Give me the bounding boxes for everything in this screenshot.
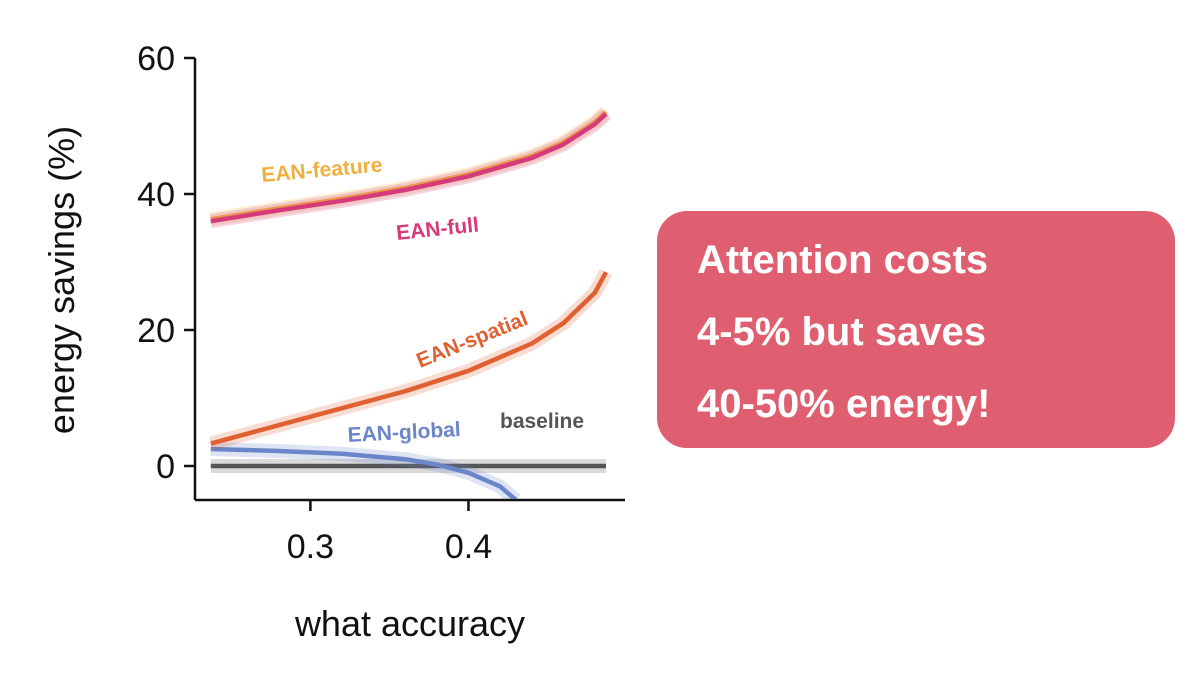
series-label: EAN-global bbox=[347, 418, 461, 447]
y-tick-label: 20 bbox=[137, 312, 175, 350]
plot: what accuracy energy savings (%) bbox=[41, 58, 625, 644]
callout-line: Attention costs bbox=[697, 238, 988, 282]
series-line bbox=[210, 271, 608, 446]
series-label: EAN-full bbox=[395, 213, 480, 245]
y-tick-label: 60 bbox=[137, 40, 175, 78]
callout-line: 4-5% but saves bbox=[697, 310, 986, 354]
callout-box bbox=[657, 211, 1175, 448]
series-line bbox=[210, 446, 518, 499]
x-tick-label: 0.3 bbox=[287, 528, 334, 566]
callout-line: 40-50% energy! bbox=[697, 382, 990, 426]
y-axis-label: energy savings (%) bbox=[41, 126, 82, 434]
series-label: EAN-feature bbox=[260, 153, 383, 186]
y-tick-label: 40 bbox=[137, 176, 175, 214]
x-tick-label: 0.4 bbox=[445, 528, 492, 566]
series-label: baseline bbox=[500, 410, 584, 433]
x-axis-label: what accuracy bbox=[294, 603, 525, 644]
series-line bbox=[210, 112, 608, 224]
y-tick-label: 0 bbox=[156, 448, 175, 486]
